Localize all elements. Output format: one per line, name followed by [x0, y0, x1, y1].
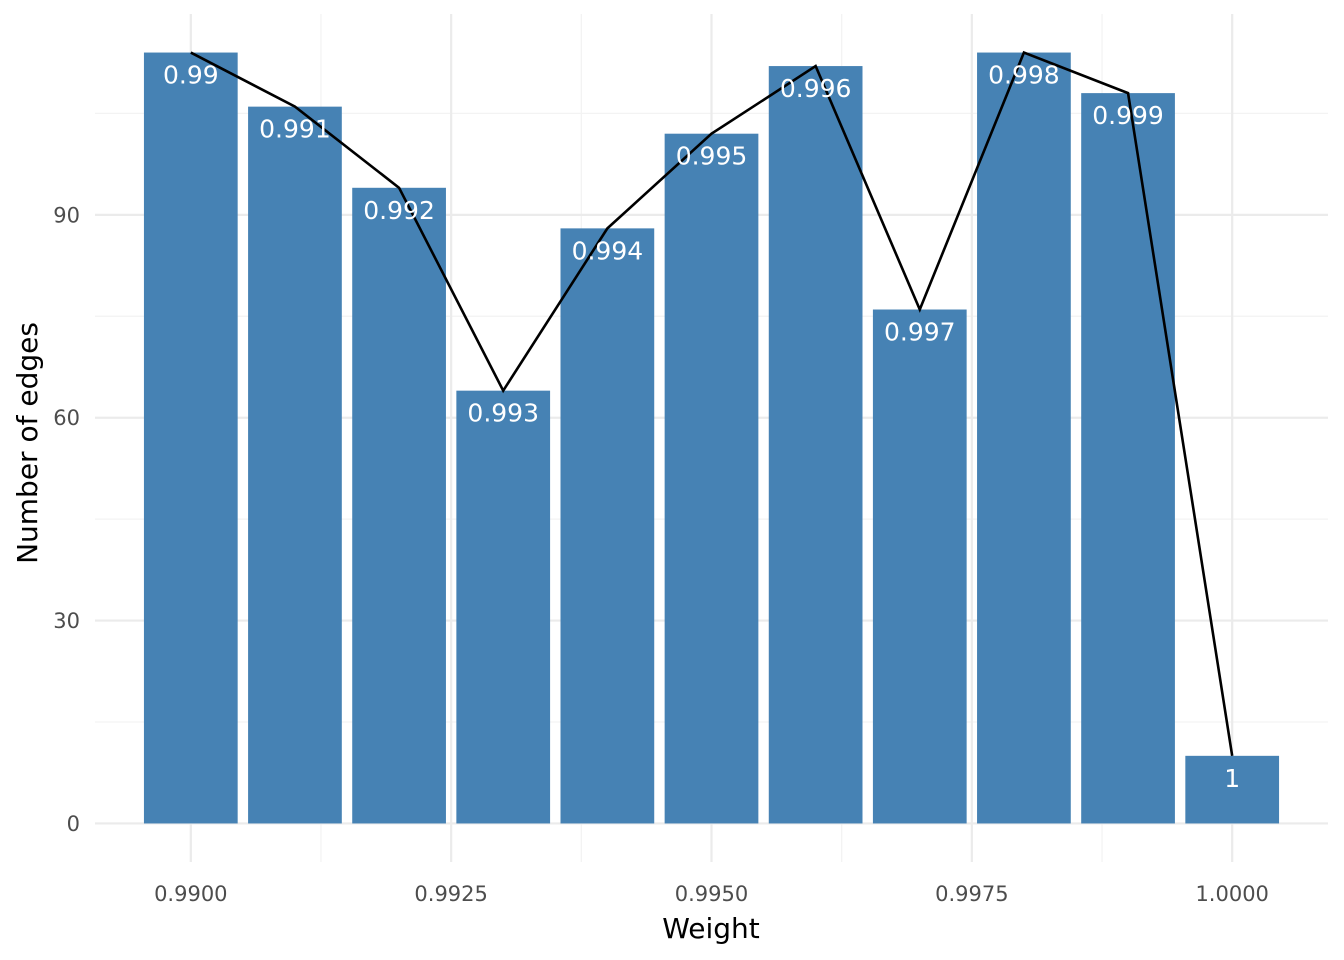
bar: [248, 106, 342, 824]
x-tick-label: 0.9975: [935, 882, 1008, 906]
y-axis-title: Number of edges: [11, 322, 44, 564]
bar-label: 0.993: [467, 399, 539, 428]
bar: [456, 390, 551, 824]
bar-label: 0.992: [363, 196, 435, 225]
bar: [560, 228, 655, 824]
bar: [1185, 755, 1280, 824]
x-tick-label: 1.0000: [1195, 882, 1268, 906]
trend-line: [190, 50, 1234, 757]
bars-layer: [143, 52, 1280, 824]
bar: [872, 309, 967, 824]
bar: [352, 187, 446, 824]
bar: [143, 52, 238, 824]
y-tick-label: 0: [67, 812, 80, 836]
bar: [664, 133, 759, 824]
bar-label: 0.995: [676, 142, 748, 171]
x-tick-label: 0.9950: [675, 882, 748, 906]
y-tick-label: 90: [53, 203, 80, 227]
tick-labels-layer: 0.9900 0.9925 0.9950 0.9975 1.0000 0 30 60 90: [53, 203, 1269, 906]
y-tick-label: 30: [53, 609, 80, 633]
bar-labels-layer: 0.99 0.991 0.992 0.993 0.994 0.995 0.996 0.997 0…: [163, 61, 1240, 793]
bar-label: 1: [1224, 764, 1240, 793]
bar: [768, 66, 863, 824]
bar-label: 0.999: [1092, 101, 1164, 130]
bar-label: 0.996: [780, 74, 852, 103]
x-tick-label: 0.9900: [154, 882, 227, 906]
line-layer: [190, 50, 1234, 757]
bar-label: 0.991: [259, 115, 331, 144]
x-axis-title: Weight: [662, 912, 760, 945]
bar: [1081, 93, 1175, 824]
bar-label: 0.998: [988, 61, 1060, 90]
bar: [977, 52, 1071, 824]
x-tick-label: 0.9925: [414, 882, 487, 906]
bar-label: 0.99: [163, 61, 219, 90]
bar-label: 0.997: [884, 318, 956, 347]
y-tick-label: 60: [53, 406, 80, 430]
bar-label: 0.994: [572, 236, 644, 265]
